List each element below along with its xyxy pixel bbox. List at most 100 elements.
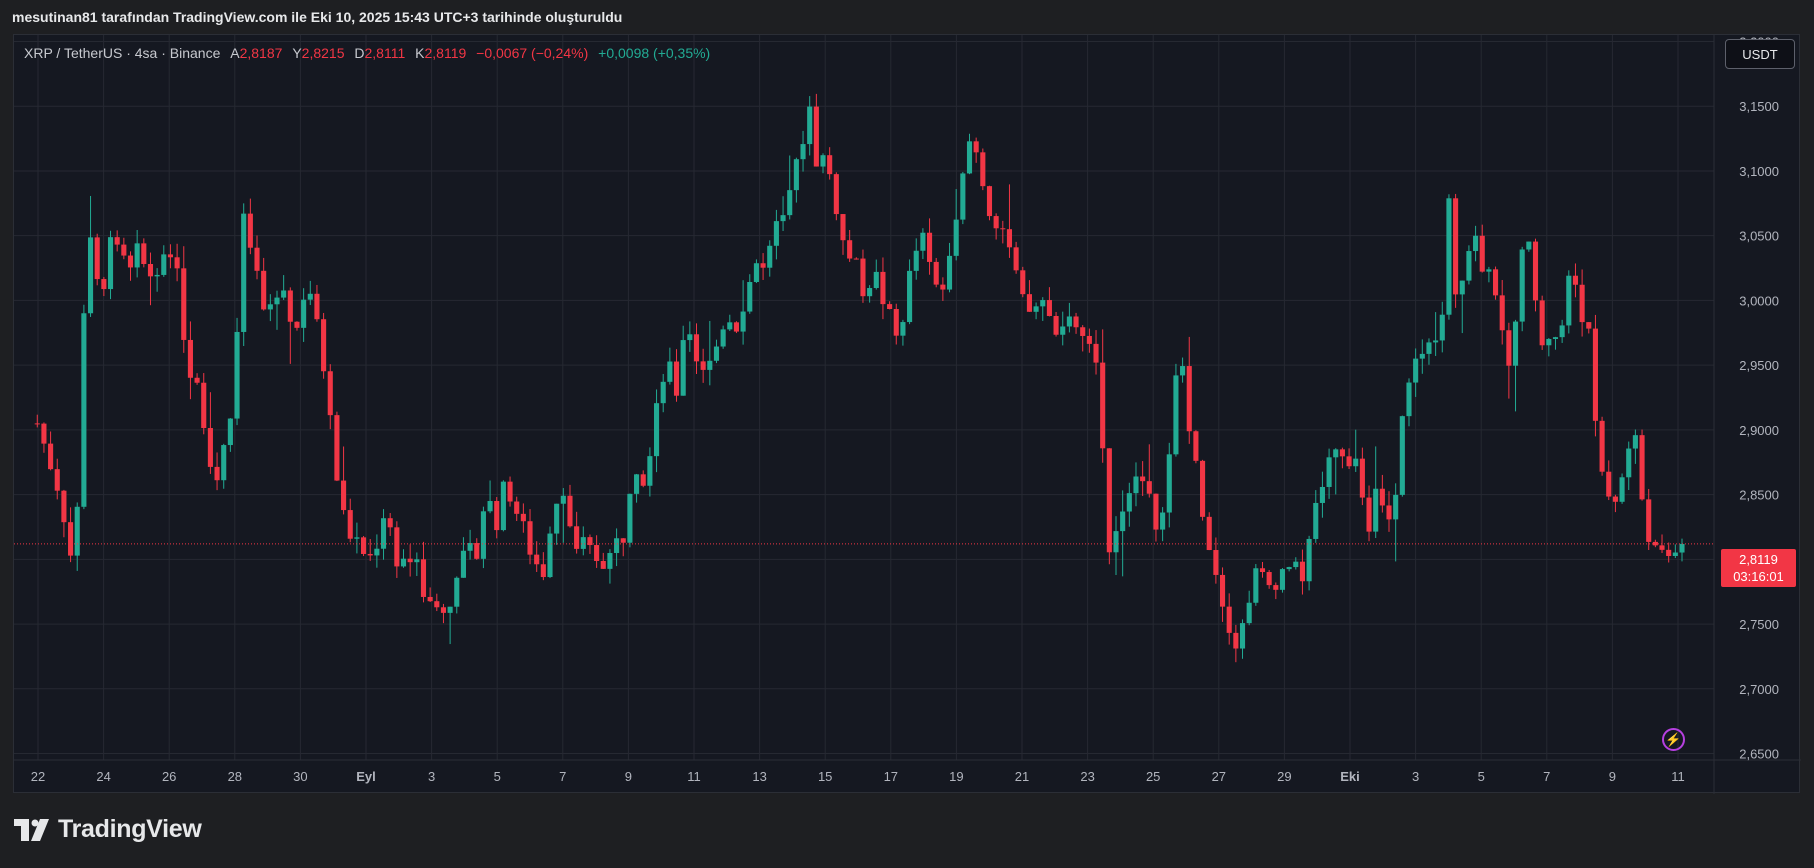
candle-body bbox=[1246, 602, 1252, 624]
candle-body bbox=[274, 297, 280, 305]
chart-grid bbox=[14, 35, 1714, 760]
symbol-info[interactable]: XRP / TetherUS · 4sa · Binance bbox=[24, 45, 221, 61]
x-tick-label: 26 bbox=[162, 769, 176, 784]
candle-body bbox=[367, 553, 373, 556]
x-tick-label: 15 bbox=[818, 769, 832, 784]
candle-body bbox=[94, 237, 100, 280]
candle-body bbox=[1140, 476, 1146, 482]
x-tick-label: 13 bbox=[752, 769, 766, 784]
y-tick-label: 3,1000 bbox=[1739, 164, 1779, 179]
candle-body bbox=[374, 548, 380, 556]
high-value: 2,8215 bbox=[301, 45, 345, 61]
candle-body bbox=[600, 560, 606, 569]
candle-body bbox=[154, 274, 160, 277]
candle-body bbox=[607, 553, 613, 569]
candle-body bbox=[727, 322, 733, 330]
candle-body bbox=[840, 214, 846, 241]
candle-body bbox=[68, 522, 74, 556]
candle-body bbox=[867, 288, 873, 297]
candle-body bbox=[787, 190, 793, 216]
candle-body bbox=[301, 299, 307, 328]
candle-body bbox=[1379, 488, 1385, 506]
x-tick-label: 7 bbox=[559, 769, 566, 784]
close-label: K bbox=[415, 45, 425, 61]
candle-body bbox=[1526, 241, 1532, 250]
candle-body bbox=[847, 240, 853, 259]
candle-body bbox=[1013, 247, 1019, 271]
candle-body bbox=[1120, 511, 1126, 532]
x-tick-label: 27 bbox=[1212, 769, 1226, 784]
candle-body bbox=[1146, 481, 1152, 494]
candle-body bbox=[354, 537, 360, 539]
candle-body bbox=[673, 361, 680, 396]
candle-body bbox=[887, 304, 893, 310]
x-tick-label: 11 bbox=[1671, 769, 1685, 784]
candle-body bbox=[1006, 229, 1013, 248]
candle-body bbox=[1426, 342, 1432, 354]
x-tick-label: 22 bbox=[31, 769, 45, 784]
candle-body bbox=[580, 537, 586, 549]
candle-body bbox=[927, 232, 933, 262]
candle-body bbox=[387, 518, 393, 528]
x-tick-label: 21 bbox=[1015, 769, 1029, 784]
candle-body bbox=[1193, 431, 1199, 461]
candle-body bbox=[1386, 505, 1392, 520]
bar-countdown: 03:16:01 bbox=[1733, 569, 1784, 584]
candle-body bbox=[394, 527, 400, 567]
candle-body bbox=[87, 237, 94, 314]
candle-body bbox=[780, 215, 786, 222]
candle-body bbox=[440, 607, 447, 613]
x-tick-label: 9 bbox=[1609, 769, 1616, 784]
candle-body bbox=[1113, 531, 1119, 553]
candle-body bbox=[1293, 561, 1299, 568]
candle-body bbox=[1406, 382, 1412, 417]
candle-body bbox=[1180, 366, 1186, 376]
candle-body bbox=[414, 559, 420, 563]
candle-body bbox=[48, 443, 54, 470]
candle-body bbox=[1606, 471, 1612, 497]
candle-body bbox=[993, 216, 999, 229]
y-tick-label: 2,8500 bbox=[1739, 488, 1779, 503]
candle-body bbox=[454, 577, 460, 607]
candle-body bbox=[500, 481, 506, 531]
candle-body bbox=[380, 518, 387, 549]
candle-body bbox=[507, 481, 513, 502]
x-tick-label: 5 bbox=[1478, 769, 1485, 784]
x-tick-label: 24 bbox=[96, 769, 110, 784]
candle-body bbox=[767, 245, 773, 268]
chart-panel[interactable]: 3,20003,15003,10003,05003,00002,95002,90… bbox=[13, 34, 1801, 794]
candle-body bbox=[1299, 561, 1306, 582]
candle-body bbox=[634, 474, 640, 494]
candle-body bbox=[1586, 322, 1592, 329]
candle-body bbox=[214, 466, 220, 481]
x-tick-label: 29 bbox=[1277, 769, 1291, 784]
candle-body bbox=[227, 418, 233, 446]
candle-body bbox=[141, 243, 147, 265]
candle-body bbox=[693, 334, 700, 362]
candle-body bbox=[480, 511, 486, 559]
price-chart[interactable]: 3,20003,15003,10003,05003,00002,95002,90… bbox=[14, 35, 1801, 794]
currency-button[interactable]: USDT bbox=[1725, 39, 1795, 69]
candle-body bbox=[1153, 493, 1159, 530]
candle-body bbox=[813, 106, 819, 167]
candle-body bbox=[1393, 494, 1399, 520]
candle-body bbox=[1100, 362, 1106, 449]
candle-body bbox=[447, 606, 453, 613]
candle-body bbox=[560, 495, 566, 504]
lightning-icon[interactable]: ⚡ bbox=[1662, 728, 1685, 751]
candle-body bbox=[747, 281, 753, 312]
change-value-2: +0,0098 (+0,35%) bbox=[598, 45, 711, 61]
y-tick-label: 2,9000 bbox=[1739, 423, 1779, 438]
candle-body bbox=[134, 243, 140, 268]
close-value: 2,8119 bbox=[424, 45, 467, 61]
candle-body bbox=[1519, 249, 1525, 322]
candle-body bbox=[1093, 343, 1099, 363]
candle-body bbox=[933, 261, 939, 285]
candle-body bbox=[1439, 314, 1445, 341]
y-tick-label: 2,6500 bbox=[1739, 747, 1779, 762]
candle-body bbox=[740, 311, 746, 332]
candle-body bbox=[234, 331, 240, 419]
candle-body bbox=[61, 490, 67, 523]
candle-body bbox=[940, 284, 946, 290]
y-tick-label: 3,0500 bbox=[1739, 229, 1779, 244]
